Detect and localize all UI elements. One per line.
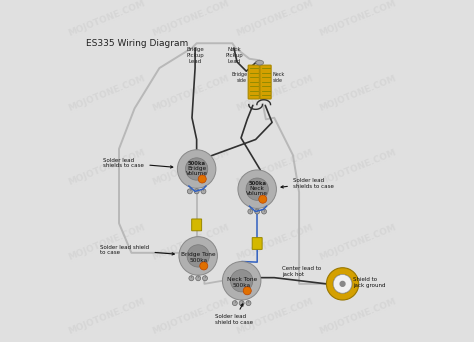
Text: Neck
Pickup
Lead: Neck Pickup Lead: [225, 47, 243, 64]
Text: MOJOTONE.COM: MOJOTONE.COM: [318, 148, 398, 187]
Circle shape: [333, 275, 352, 293]
Text: MOJOTONE.COM: MOJOTONE.COM: [234, 148, 314, 187]
Text: MOJOTONE.COM: MOJOTONE.COM: [67, 73, 146, 113]
Text: Shield to
jack ground: Shield to jack ground: [354, 277, 386, 288]
Text: MOJOTONE.COM: MOJOTONE.COM: [318, 222, 398, 262]
Text: MOJOTONE.COM: MOJOTONE.COM: [151, 73, 230, 113]
Circle shape: [255, 209, 260, 214]
Text: 500ka: 500ka: [188, 161, 206, 166]
Text: Solder lead
shields to case: Solder lead shields to case: [281, 178, 334, 189]
Circle shape: [248, 209, 253, 214]
Circle shape: [259, 195, 267, 203]
Text: Neck
Volume: Neck Volume: [246, 186, 268, 197]
Circle shape: [238, 170, 276, 208]
FancyBboxPatch shape: [260, 65, 271, 99]
Circle shape: [246, 178, 268, 200]
Circle shape: [200, 262, 208, 270]
Text: MOJOTONE.COM: MOJOTONE.COM: [67, 297, 146, 336]
Ellipse shape: [256, 60, 264, 65]
Text: MOJOTONE.COM: MOJOTONE.COM: [151, 148, 230, 187]
Text: Bridge Tone
500ka: Bridge Tone 500ka: [181, 252, 216, 263]
Circle shape: [198, 175, 206, 183]
Text: Neck
side: Neck side: [273, 72, 285, 83]
Circle shape: [340, 281, 345, 286]
Text: MOJOTONE.COM: MOJOTONE.COM: [67, 222, 146, 262]
Circle shape: [194, 189, 199, 194]
Wedge shape: [327, 268, 359, 300]
Circle shape: [189, 276, 194, 281]
Text: Bridge
side: Bridge side: [231, 72, 247, 83]
Text: MOJOTONE.COM: MOJOTONE.COM: [234, 0, 314, 38]
Text: Solder lead
shields to case: Solder lead shields to case: [103, 158, 173, 169]
Text: MOJOTONE.COM: MOJOTONE.COM: [151, 0, 230, 38]
Circle shape: [239, 301, 244, 306]
Circle shape: [201, 189, 206, 194]
Circle shape: [232, 301, 237, 306]
Text: Bridge
Pickup
Lead: Bridge Pickup Lead: [186, 47, 204, 64]
Text: MOJOTONE.COM: MOJOTONE.COM: [151, 297, 230, 336]
Circle shape: [179, 237, 218, 275]
Text: MOJOTONE.COM: MOJOTONE.COM: [151, 222, 230, 262]
Circle shape: [243, 287, 251, 295]
FancyBboxPatch shape: [191, 219, 201, 231]
Text: MOJOTONE.COM: MOJOTONE.COM: [67, 0, 146, 38]
Text: MOJOTONE.COM: MOJOTONE.COM: [318, 73, 398, 113]
Text: Bridge
Volume: Bridge Volume: [186, 166, 208, 176]
Circle shape: [262, 209, 266, 214]
Circle shape: [230, 269, 253, 292]
Text: MOJOTONE.COM: MOJOTONE.COM: [318, 0, 398, 38]
Text: 500ka: 500ka: [248, 181, 266, 186]
Text: Neck Tone
500ka: Neck Tone 500ka: [227, 277, 257, 288]
Text: MOJOTONE.COM: MOJOTONE.COM: [234, 222, 314, 262]
Circle shape: [187, 189, 192, 194]
Text: MOJOTONE.COM: MOJOTONE.COM: [234, 73, 314, 113]
Circle shape: [202, 276, 208, 281]
Text: MOJOTONE.COM: MOJOTONE.COM: [67, 148, 146, 187]
FancyBboxPatch shape: [252, 238, 262, 249]
Circle shape: [177, 150, 216, 188]
Circle shape: [187, 245, 210, 267]
Circle shape: [196, 276, 201, 281]
Circle shape: [246, 301, 251, 306]
Text: MOJOTONE.COM: MOJOTONE.COM: [234, 297, 314, 336]
Text: Solder lead
shield to case: Solder lead shield to case: [215, 304, 253, 325]
Text: MOJOTONE.COM: MOJOTONE.COM: [318, 297, 398, 336]
Text: Center lead to
jack hot: Center lead to jack hot: [282, 266, 321, 277]
Circle shape: [185, 158, 208, 180]
Circle shape: [222, 262, 261, 300]
Text: ES335 Wiring Diagram: ES335 Wiring Diagram: [86, 39, 189, 48]
Text: Solder lead shield
to case: Solder lead shield to case: [100, 245, 174, 255]
FancyBboxPatch shape: [248, 65, 259, 99]
